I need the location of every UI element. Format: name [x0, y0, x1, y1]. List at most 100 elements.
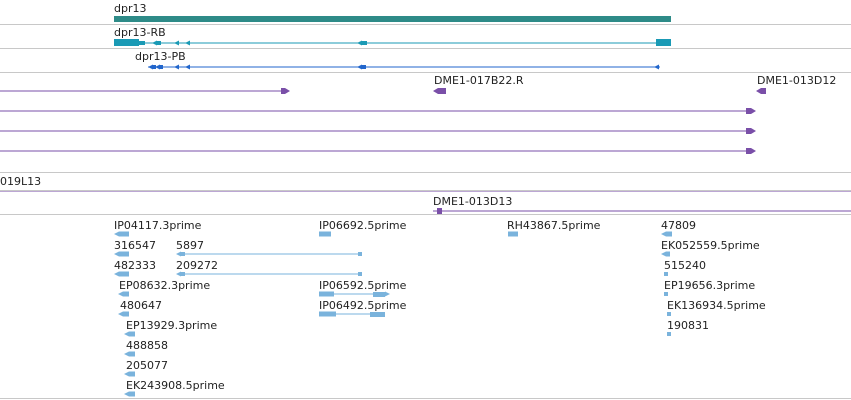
est-label: EP13929.3prime: [126, 319, 218, 332]
strand-arrow: [357, 40, 362, 46]
strand-arrow: [751, 128, 756, 134]
feature-block: [139, 41, 145, 45]
feature-block: [319, 231, 331, 237]
strand-arrow: [385, 291, 390, 297]
feature-block: [666, 251, 670, 257]
feature-block: [319, 311, 336, 317]
feature-block: [746, 148, 751, 154]
strand-arrow: [176, 271, 181, 277]
feature-block: [114, 39, 139, 46]
strand-arrow: [124, 351, 129, 357]
feature-block: [508, 231, 518, 237]
est-label: 47809: [661, 219, 696, 232]
track-separator: [0, 72, 851, 73]
feature-block: [361, 41, 367, 45]
track-separator: [0, 48, 851, 49]
gene-label: dpr13: [114, 2, 147, 15]
feature-block: [129, 331, 135, 337]
feature-block: [361, 65, 366, 69]
strand-arrow: [155, 64, 160, 70]
feature-block: [129, 351, 135, 357]
strand-arrow: [124, 391, 129, 397]
strand-arrow: [433, 88, 438, 94]
clone-label: DME1-017B22.R: [434, 74, 524, 87]
est-label: IP04117.3prime: [114, 219, 202, 232]
est-label: EP08632.3prime: [119, 279, 211, 292]
feature-block: [119, 271, 129, 277]
feature-block: [129, 391, 135, 397]
est-label: 190831: [667, 319, 709, 332]
feature-block: [123, 291, 129, 297]
strand-arrow: [661, 251, 666, 257]
feature-block: [746, 108, 751, 114]
feature-block: [667, 332, 671, 336]
est-label: EK243908.5prime: [126, 379, 225, 392]
feature-block: [281, 88, 285, 94]
strand-arrow: [114, 231, 119, 237]
est-label: EK052559.5prime: [661, 239, 760, 252]
strand-arrow: [118, 311, 123, 317]
feature-block: [123, 311, 129, 317]
est-label: IP06492.5prime: [319, 299, 407, 312]
feature-block: [114, 16, 671, 22]
feature-block: [373, 292, 385, 297]
strand-arrow: [114, 251, 119, 257]
est-label: 316547: [114, 239, 156, 252]
feature-block: [119, 251, 129, 257]
est-label: 205077: [126, 359, 168, 372]
feature-block: [664, 272, 668, 276]
feature-block: [358, 272, 362, 276]
feature-block: [181, 272, 185, 276]
clone-label: DME1-013D13: [433, 195, 513, 208]
est-label: IP06592.5prime: [319, 279, 407, 292]
strand-arrow: [756, 88, 761, 94]
track-separator: [0, 214, 851, 215]
est-label: 515240: [664, 259, 706, 272]
feature-block: [319, 291, 334, 297]
transcript-label-rb: dpr13-RB: [114, 26, 166, 39]
feature-block: [746, 128, 751, 134]
strand-arrow: [118, 291, 123, 297]
strand-arrow: [124, 331, 129, 337]
clone-label: DME1-013D12: [757, 74, 837, 87]
feature-block: [119, 231, 129, 237]
est-label: 5897: [176, 239, 204, 252]
est-label: 209272: [176, 259, 218, 272]
feature-block: [664, 292, 668, 296]
est-label: IP06692.5prime: [319, 219, 407, 232]
feature-block: [181, 252, 185, 256]
strand-arrow: [654, 64, 659, 70]
strand-arrow: [176, 251, 181, 257]
track-separator: [0, 24, 851, 25]
feature-block: [761, 88, 766, 94]
strand-arrow: [357, 64, 362, 70]
strand-arrow: [174, 64, 179, 70]
strand-arrow: [124, 371, 129, 377]
track-separator: [0, 190, 851, 191]
feature-block: [358, 252, 362, 256]
track-separator: [0, 398, 851, 399]
feature-block: [656, 39, 671, 46]
track-separator: [0, 172, 851, 173]
feature-block: [129, 371, 135, 377]
strand-arrow: [174, 40, 179, 46]
feature-block: [152, 65, 156, 69]
strand-arrow: [148, 64, 153, 70]
feature-block: [438, 88, 446, 94]
feature-block: [159, 65, 163, 69]
strand-arrow: [438, 208, 443, 214]
est-label: EK136934.5prime: [667, 299, 766, 312]
feature-block: [370, 312, 385, 317]
strand-arrow: [285, 88, 290, 94]
strand-arrow: [661, 231, 666, 237]
est-label: EP19656.3prime: [664, 279, 756, 292]
feature-block: [156, 41, 161, 45]
est-label: 482333: [114, 259, 156, 272]
strand-arrow: [185, 40, 190, 46]
transcript-label-pb: dpr13-PB: [135, 50, 186, 63]
est-label: RH43867.5prime: [507, 219, 601, 232]
feature-block: [667, 312, 671, 316]
est-label: 488858: [126, 339, 168, 352]
